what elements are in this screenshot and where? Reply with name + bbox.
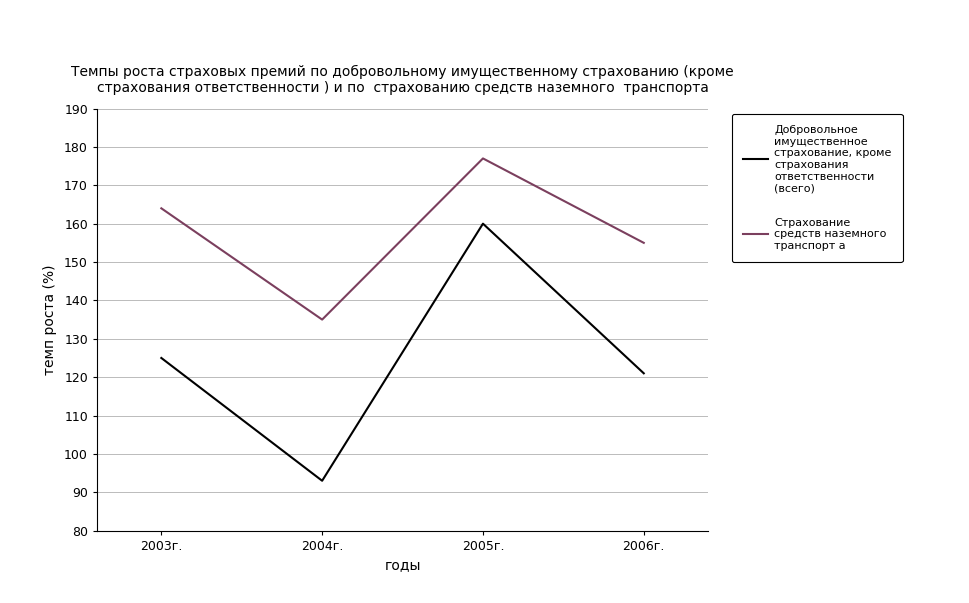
Y-axis label: темп роста (%): темп роста (%) [43, 264, 57, 375]
Line: Страхование
средств наземного
транспорт а: Страхование средств наземного транспорт … [161, 159, 643, 320]
Страхование
средств наземного
транспорт а [316, 316, 328, 323]
X-axis label: годы: годы [384, 558, 421, 572]
Title: Темпы роста страховых премий по добровольному имущественному страхованию (кроме
: Темпы роста страховых премий по добровол… [71, 65, 734, 95]
Добровольное
имущественное
страхование, кроме
страхования
ответственности
(всего) [477, 220, 488, 227]
Страхование
средств наземного
транспорт а [638, 239, 649, 247]
Добровольное
имущественное
страхование, кроме
страхования
ответственности
(всего) [155, 355, 167, 362]
Line: Добровольное
имущественное
страхование, кроме
страхования
ответственности
(всего): Добровольное имущественное страхование, … [161, 224, 643, 481]
Страхование
средств наземного
транспорт а [477, 155, 488, 162]
Добровольное
имущественное
страхование, кроме
страхования
ответственности
(всего) [316, 477, 328, 484]
Legend: Добровольное
имущественное
страхование, кроме
страхования
ответственности
(всего: Добровольное имущественное страхование, … [732, 114, 902, 262]
Добровольное
имущественное
страхование, кроме
страхования
ответственности
(всего) [638, 370, 649, 377]
Страхование
средств наземного
транспорт а [155, 204, 167, 212]
